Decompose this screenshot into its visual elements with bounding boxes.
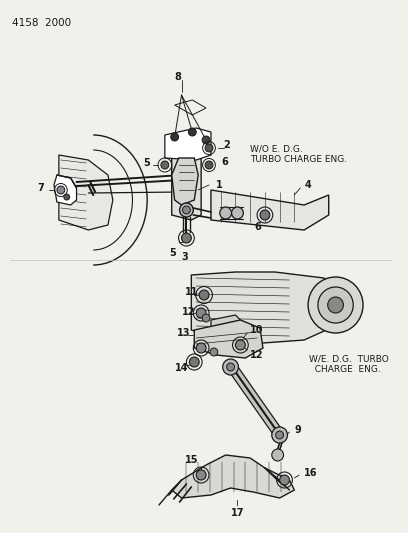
Circle shape [196, 343, 206, 353]
Text: 2: 2 [224, 140, 231, 150]
Circle shape [272, 427, 288, 443]
Text: 5: 5 [169, 248, 176, 258]
Circle shape [196, 470, 206, 480]
Circle shape [196, 308, 206, 318]
Circle shape [223, 359, 238, 375]
Circle shape [171, 133, 179, 141]
Text: 8: 8 [174, 72, 181, 82]
Text: 14: 14 [175, 363, 188, 373]
Circle shape [227, 363, 235, 371]
Circle shape [182, 206, 191, 214]
Text: 16: 16 [304, 468, 318, 478]
Circle shape [182, 233, 191, 243]
Text: 11: 11 [184, 287, 198, 297]
Circle shape [235, 340, 245, 350]
Circle shape [205, 161, 213, 169]
Polygon shape [226, 362, 284, 438]
Polygon shape [211, 315, 245, 350]
Polygon shape [172, 158, 198, 205]
Circle shape [232, 207, 243, 219]
Circle shape [328, 297, 344, 313]
Text: 7: 7 [37, 183, 44, 193]
Polygon shape [54, 175, 77, 205]
Circle shape [279, 475, 289, 485]
Circle shape [180, 203, 193, 217]
Text: 4158  2000: 4158 2000 [12, 18, 71, 28]
Circle shape [57, 186, 65, 194]
Text: 6: 6 [222, 157, 228, 167]
Text: W/O E. D.G.
TURBO CHARGE ENG.: W/O E. D.G. TURBO CHARGE ENG. [250, 145, 347, 164]
Polygon shape [211, 190, 329, 230]
Text: 6: 6 [255, 222, 262, 232]
Circle shape [276, 431, 284, 439]
Polygon shape [191, 272, 353, 345]
Circle shape [202, 136, 210, 144]
Circle shape [161, 161, 169, 169]
Polygon shape [172, 130, 201, 220]
Polygon shape [165, 128, 211, 160]
Text: 9: 9 [294, 425, 301, 435]
Circle shape [260, 210, 270, 220]
Text: 12: 12 [182, 307, 195, 317]
Text: W/E. D.G.  TURBO
  CHARGE  ENG.: W/E. D.G. TURBO CHARGE ENG. [309, 355, 389, 374]
Circle shape [189, 357, 199, 367]
Circle shape [272, 449, 284, 461]
Polygon shape [194, 320, 263, 358]
Circle shape [205, 144, 213, 152]
Text: 3: 3 [181, 252, 188, 262]
Circle shape [64, 194, 70, 200]
Circle shape [308, 277, 363, 333]
Circle shape [318, 287, 353, 323]
Polygon shape [172, 455, 294, 498]
Text: 1: 1 [216, 180, 223, 190]
Text: 12: 12 [250, 350, 264, 360]
Text: 5: 5 [143, 158, 150, 168]
Text: 15: 15 [184, 455, 198, 465]
Text: 17: 17 [231, 508, 244, 518]
Circle shape [188, 128, 196, 136]
Text: 4: 4 [304, 180, 311, 190]
Circle shape [199, 290, 209, 300]
Polygon shape [59, 155, 113, 230]
Circle shape [220, 207, 232, 219]
Circle shape [210, 348, 218, 356]
Text: 10: 10 [250, 325, 264, 335]
Text: 13: 13 [177, 328, 190, 338]
Circle shape [202, 314, 210, 322]
